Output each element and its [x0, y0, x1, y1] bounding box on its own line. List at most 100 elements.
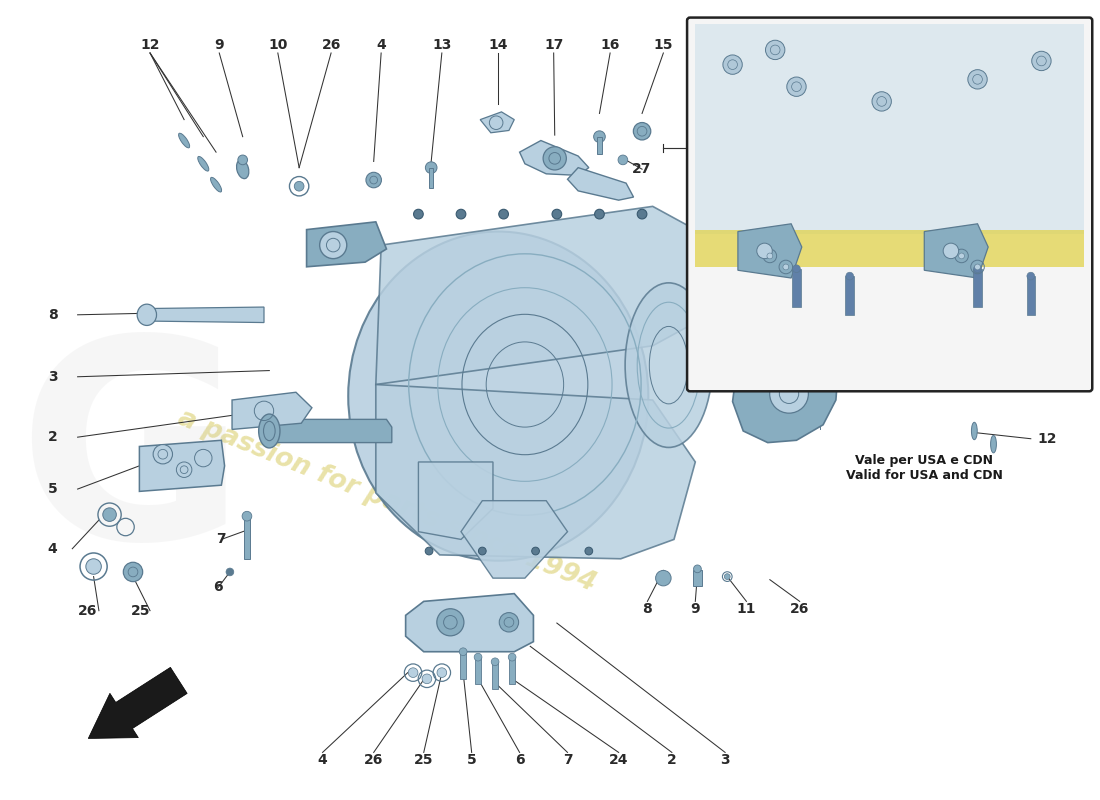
Text: 26: 26 [790, 602, 810, 616]
Ellipse shape [349, 231, 648, 561]
Polygon shape [846, 276, 854, 315]
Circle shape [153, 445, 173, 464]
Polygon shape [738, 224, 802, 278]
Circle shape [238, 155, 248, 165]
Circle shape [958, 253, 965, 259]
Ellipse shape [498, 210, 508, 219]
Text: 7: 7 [217, 533, 227, 546]
Polygon shape [568, 168, 634, 200]
Circle shape [872, 92, 891, 111]
Circle shape [846, 272, 854, 280]
Ellipse shape [595, 210, 604, 219]
Ellipse shape [236, 160, 249, 178]
Circle shape [943, 243, 958, 258]
Text: 7: 7 [563, 753, 572, 767]
Text: 27: 27 [632, 162, 651, 176]
Circle shape [508, 654, 516, 661]
FancyBboxPatch shape [688, 18, 1092, 391]
Text: 26: 26 [364, 753, 384, 767]
Text: 26: 26 [78, 604, 97, 618]
FancyArrow shape [88, 667, 187, 738]
Circle shape [1032, 51, 1052, 70]
Polygon shape [481, 112, 515, 133]
Text: 12: 12 [141, 38, 160, 52]
Circle shape [437, 668, 447, 678]
Circle shape [767, 253, 773, 259]
Ellipse shape [531, 547, 539, 555]
Text: 2: 2 [47, 430, 57, 444]
Text: 10: 10 [268, 38, 287, 52]
Text: G: G [16, 327, 245, 597]
Text: 8: 8 [642, 602, 652, 616]
Text: 4: 4 [376, 38, 386, 52]
Circle shape [499, 613, 518, 632]
Circle shape [195, 450, 212, 467]
Circle shape [426, 162, 437, 174]
Ellipse shape [478, 547, 486, 555]
Polygon shape [924, 224, 988, 278]
Polygon shape [142, 307, 264, 322]
Circle shape [366, 172, 382, 188]
Circle shape [594, 131, 605, 142]
Text: 22: 22 [796, 289, 814, 302]
Ellipse shape [258, 414, 280, 448]
Ellipse shape [991, 435, 997, 453]
Ellipse shape [625, 283, 713, 447]
Polygon shape [792, 269, 801, 307]
Circle shape [437, 609, 464, 636]
Circle shape [783, 264, 789, 270]
Text: 15: 15 [653, 38, 673, 52]
Ellipse shape [971, 351, 977, 369]
Text: 5: 5 [466, 753, 476, 767]
Text: 20: 20 [895, 373, 913, 386]
Polygon shape [140, 440, 224, 491]
Text: 18: 18 [791, 253, 808, 266]
Ellipse shape [585, 547, 593, 555]
Text: 4: 4 [1047, 362, 1057, 376]
Circle shape [176, 462, 191, 478]
Circle shape [474, 654, 482, 661]
Circle shape [786, 77, 806, 96]
Text: 12: 12 [1038, 432, 1057, 446]
Ellipse shape [198, 157, 209, 171]
Polygon shape [376, 206, 695, 385]
Polygon shape [460, 652, 466, 679]
Circle shape [757, 243, 772, 258]
Text: 9: 9 [691, 602, 700, 616]
Polygon shape [733, 344, 839, 442]
Circle shape [766, 40, 785, 59]
Ellipse shape [210, 178, 221, 192]
Polygon shape [406, 594, 534, 652]
Circle shape [975, 264, 980, 270]
Circle shape [295, 182, 304, 191]
Ellipse shape [138, 304, 156, 326]
Text: 26: 26 [321, 38, 341, 52]
Text: 23: 23 [1064, 246, 1081, 259]
Ellipse shape [456, 210, 466, 219]
Circle shape [123, 562, 143, 582]
Polygon shape [376, 385, 695, 558]
Circle shape [770, 374, 808, 413]
Text: 21: 21 [800, 326, 817, 338]
Text: 4: 4 [318, 753, 328, 767]
Text: 11: 11 [737, 602, 756, 616]
Circle shape [492, 658, 499, 666]
Ellipse shape [178, 134, 189, 148]
Bar [695, 24, 1084, 234]
Ellipse shape [971, 422, 977, 440]
Circle shape [320, 231, 346, 258]
Text: 25: 25 [414, 753, 433, 767]
Polygon shape [693, 570, 702, 586]
Text: 2: 2 [667, 753, 676, 767]
Text: 8: 8 [47, 308, 57, 322]
Polygon shape [492, 662, 498, 689]
Circle shape [974, 265, 981, 273]
Polygon shape [597, 137, 602, 154]
Text: 4: 4 [47, 542, 57, 556]
Text: 19: 19 [845, 373, 861, 386]
Polygon shape [270, 419, 392, 442]
Circle shape [1027, 272, 1035, 280]
Text: Vale per USA e CDN
Valid for USA and CDN: Vale per USA e CDN Valid for USA and CDN [846, 454, 1003, 482]
Circle shape [968, 70, 987, 89]
Text: 13: 13 [432, 38, 451, 52]
